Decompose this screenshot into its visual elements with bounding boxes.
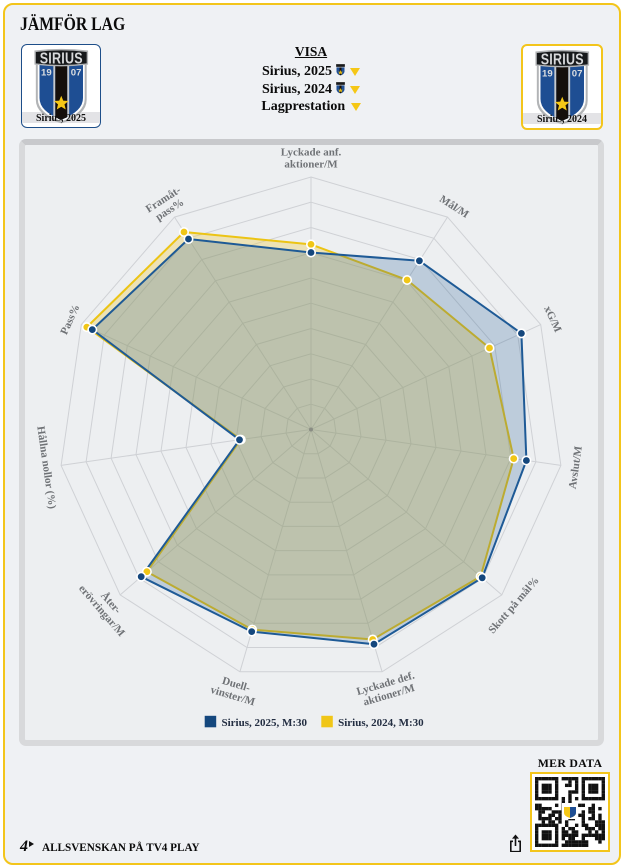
svg-text:19: 19 xyxy=(41,68,52,79)
svg-text:Duell-vinster/M: Duell-vinster/M xyxy=(209,672,260,708)
svg-text:Skott på mål%: Skott på mål% xyxy=(486,575,541,636)
svg-text:SIRIUS: SIRIUS xyxy=(541,50,584,67)
svg-text:Mål/M: Mål/M xyxy=(437,193,471,221)
svg-text:Framåt-pass%: Framåt-pass% xyxy=(144,184,190,225)
svg-text:Avslut/M: Avslut/M xyxy=(567,445,585,490)
svg-text:Åter-erövringar/M: Åter-erövringar/M xyxy=(76,575,137,640)
svg-text:Lyckade anf.aktioner/M: Lyckade anf. aktioner/M xyxy=(281,147,342,171)
svg-text:07: 07 xyxy=(71,68,82,79)
svg-text:xG/M: xG/M xyxy=(541,304,564,335)
svg-text:SIRIUS: SIRIUS xyxy=(40,49,83,66)
svg-text:Hållna nollor (%): Hållna nollor (%) xyxy=(34,425,58,510)
svg-text:Sirius, 2024, M:30: Sirius, 2024, M:30 xyxy=(338,717,424,729)
svg-text:Lyckade def.aktioner/M: Lyckade def.aktioner/M xyxy=(355,670,419,710)
svg-text:19: 19 xyxy=(542,69,553,80)
svg-text:Sirius, 2025, M:30: Sirius, 2025, M:30 xyxy=(222,717,308,729)
svg-text:Pass%: Pass% xyxy=(58,303,82,337)
svg-text:07: 07 xyxy=(572,69,583,80)
